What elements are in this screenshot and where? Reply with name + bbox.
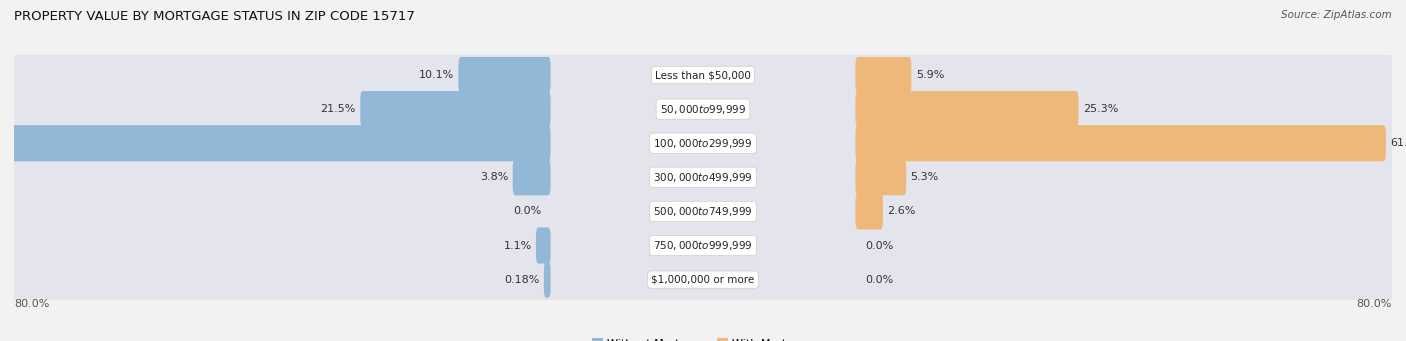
Text: 0.18%: 0.18% [505,275,540,285]
Text: 80.0%: 80.0% [1357,299,1392,309]
FancyBboxPatch shape [855,125,1386,161]
Text: 80.0%: 80.0% [14,299,49,309]
Text: 10.1%: 10.1% [419,70,454,80]
Text: Source: ZipAtlas.com: Source: ZipAtlas.com [1281,10,1392,20]
Text: 5.3%: 5.3% [911,172,939,182]
FancyBboxPatch shape [14,214,1392,277]
Text: 25.3%: 25.3% [1083,104,1118,114]
Text: 61.0%: 61.0% [1391,138,1406,148]
Text: $1,000,000 or more: $1,000,000 or more [651,275,755,285]
FancyBboxPatch shape [14,77,1392,141]
Text: $100,000 to $299,999: $100,000 to $299,999 [654,137,752,150]
Text: 2.6%: 2.6% [887,206,915,217]
FancyBboxPatch shape [0,125,551,161]
FancyBboxPatch shape [855,57,911,93]
Text: 0.0%: 0.0% [513,206,541,217]
FancyBboxPatch shape [360,91,551,127]
Text: 1.1%: 1.1% [503,240,531,251]
Text: 0.0%: 0.0% [865,275,893,285]
FancyBboxPatch shape [458,57,551,93]
FancyBboxPatch shape [14,112,1392,175]
Text: $300,000 to $499,999: $300,000 to $499,999 [654,171,752,184]
FancyBboxPatch shape [513,159,551,195]
Text: $50,000 to $99,999: $50,000 to $99,999 [659,103,747,116]
Text: PROPERTY VALUE BY MORTGAGE STATUS IN ZIP CODE 15717: PROPERTY VALUE BY MORTGAGE STATUS IN ZIP… [14,10,415,23]
FancyBboxPatch shape [536,227,551,264]
Text: 5.9%: 5.9% [915,70,943,80]
Text: 21.5%: 21.5% [321,104,356,114]
Text: 0.0%: 0.0% [865,240,893,251]
FancyBboxPatch shape [14,248,1392,311]
FancyBboxPatch shape [855,91,1078,127]
FancyBboxPatch shape [855,159,907,195]
FancyBboxPatch shape [14,146,1392,209]
FancyBboxPatch shape [14,43,1392,107]
Text: Less than $50,000: Less than $50,000 [655,70,751,80]
FancyBboxPatch shape [544,262,551,298]
FancyBboxPatch shape [855,193,883,229]
Text: $500,000 to $749,999: $500,000 to $749,999 [654,205,752,218]
FancyBboxPatch shape [14,180,1392,243]
Text: 3.8%: 3.8% [479,172,509,182]
Legend: Without Mortgage, With Mortgage: Without Mortgage, With Mortgage [592,338,814,341]
Text: $750,000 to $999,999: $750,000 to $999,999 [654,239,752,252]
